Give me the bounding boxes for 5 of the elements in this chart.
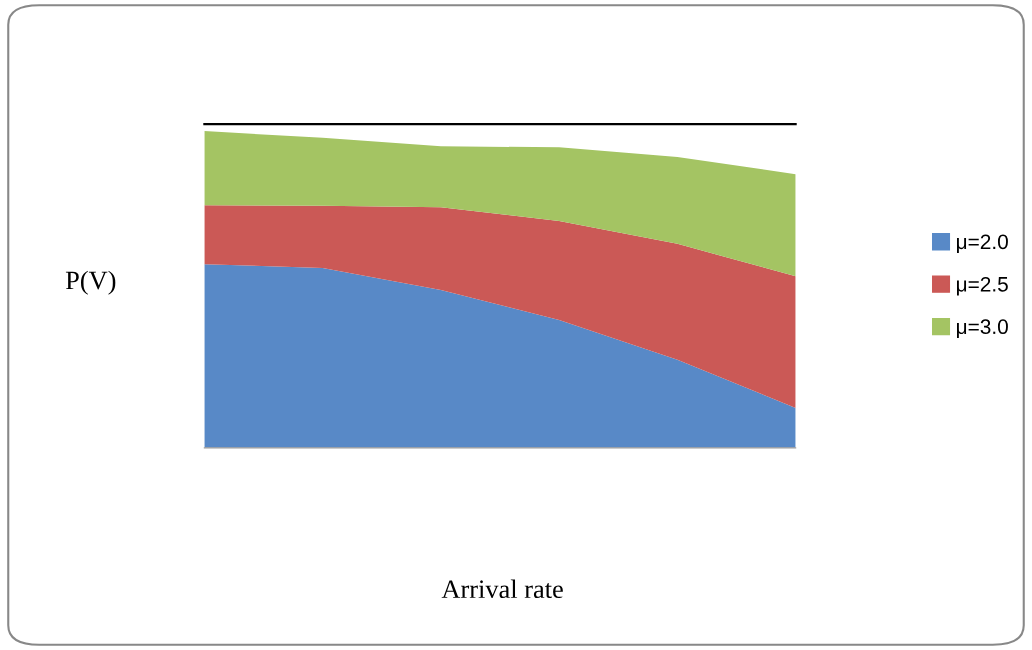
- legend-label: μ=2.0: [957, 234, 1008, 253]
- y-axis-title: P(V): [65, 270, 116, 295]
- legend-label: μ=3.0: [957, 319, 1008, 338]
- legend-label: μ=2.5: [957, 276, 1008, 296]
- x-axis-title: Arrival rate: [441, 579, 563, 599]
